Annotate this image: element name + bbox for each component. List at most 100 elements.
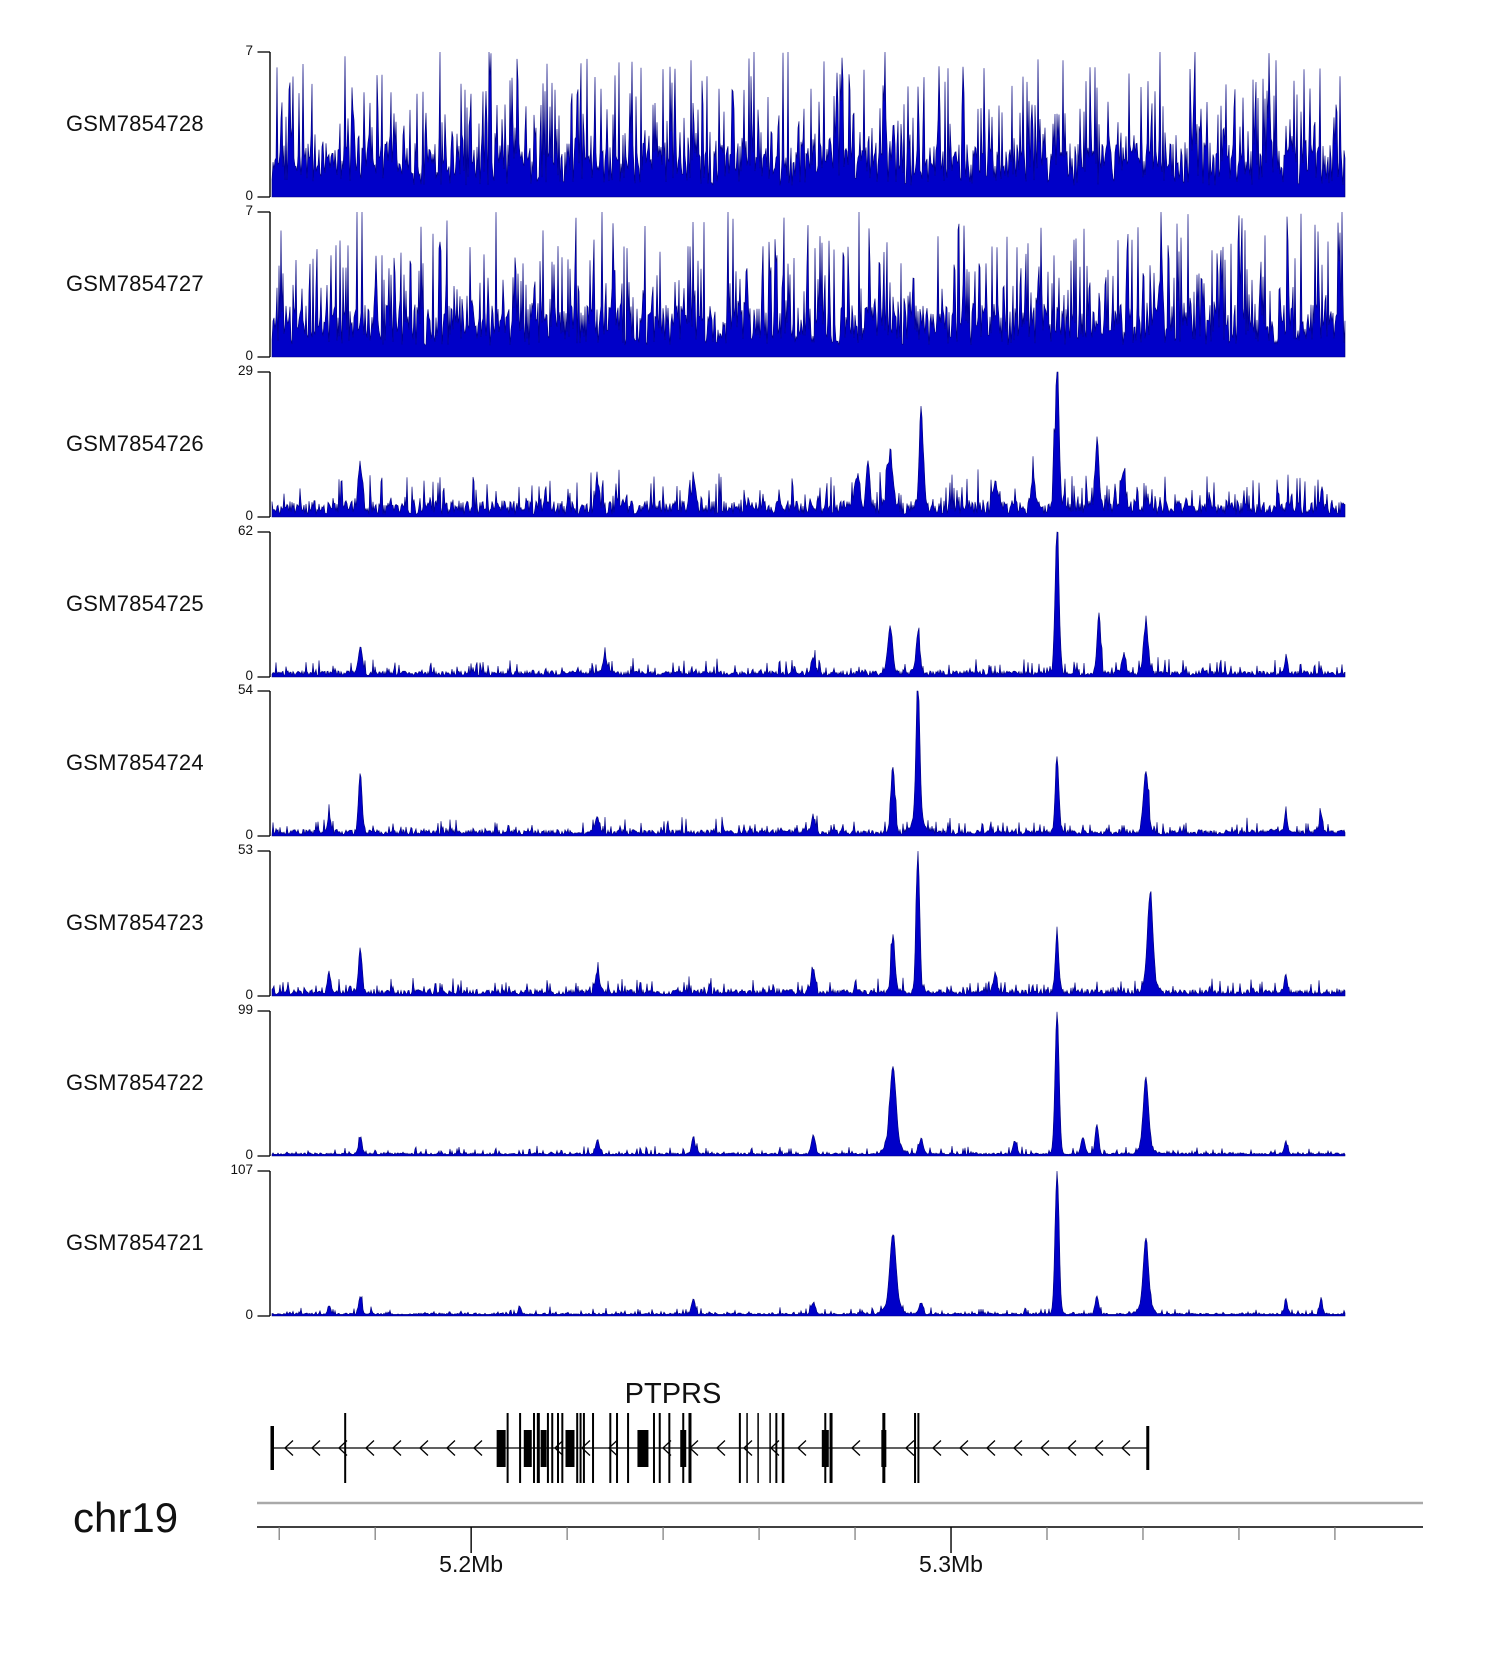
signal-track-GSM7854727 xyxy=(257,211,1346,358)
strand-arrow-left-icon xyxy=(311,1440,321,1456)
strand-arrow-left-icon xyxy=(1067,1440,1077,1456)
y-axis-max-label: 29 xyxy=(237,363,253,378)
chromosome-ruler xyxy=(257,1501,1423,1553)
ruler-tick-label: 5.2Mb xyxy=(439,1551,504,1577)
track-label: GSM7854726 xyxy=(66,430,204,456)
exon-line xyxy=(682,1413,685,1483)
strand-arrow-left-icon xyxy=(554,1440,564,1456)
strand-arrow-left-icon xyxy=(338,1440,348,1456)
strand-arrow-left-icon xyxy=(1121,1440,1131,1456)
signal-area-path xyxy=(271,211,1346,358)
signal-area-path xyxy=(271,1170,1346,1317)
track-label: GSM7854723 xyxy=(66,909,204,935)
track-label: GSM7854728 xyxy=(66,110,204,136)
exon-line xyxy=(824,1413,827,1483)
strand-arrow-left-icon xyxy=(797,1440,807,1456)
strand-arrow-left-icon xyxy=(1040,1440,1050,1456)
exon-box xyxy=(637,1430,649,1467)
exon-line xyxy=(519,1413,522,1483)
exon-line xyxy=(506,1413,509,1483)
strand-arrow-left-icon xyxy=(419,1440,429,1456)
y-axis-zero-label: 0 xyxy=(245,987,253,1002)
y-axis-max-label: 53 xyxy=(237,842,253,857)
strand-arrow-left-icon xyxy=(770,1440,780,1456)
signal-area-path xyxy=(271,531,1346,678)
signal-area-path xyxy=(271,1011,1346,1157)
signal-track-GSM7854721 xyxy=(257,1170,1346,1317)
exon-line xyxy=(775,1413,778,1483)
exon-line xyxy=(609,1413,612,1483)
y-axis-zero-label: 0 xyxy=(245,508,253,523)
signal-track-GSM7854725 xyxy=(257,531,1346,678)
y-axis-zero-label: 0 xyxy=(245,1307,253,1322)
exon-line xyxy=(627,1413,630,1483)
signal-area-path xyxy=(271,850,1346,997)
exon-line xyxy=(746,1413,748,1483)
y-axis-zero-label: 0 xyxy=(245,668,253,683)
chromosome-label: chr19 xyxy=(73,1494,179,1541)
exon-line xyxy=(914,1413,917,1483)
track-label: GSM7854722 xyxy=(66,1069,204,1095)
track-label: GSM7854727 xyxy=(66,270,204,296)
exon-line xyxy=(579,1413,582,1483)
y-axis-zero-label: 0 xyxy=(245,348,253,363)
strand-arrow-left-icon xyxy=(608,1440,618,1456)
signal-track-GSM7854726 xyxy=(257,371,1346,518)
strand-arrow-left-icon xyxy=(689,1440,699,1456)
y-axis-zero-label: 0 xyxy=(245,188,253,203)
exon-line xyxy=(536,1413,540,1483)
ruler-tick-label: 5.3Mb xyxy=(919,1551,983,1577)
strand-arrow-left-icon xyxy=(446,1440,456,1456)
strand-arrow-left-icon xyxy=(581,1440,591,1456)
exon-line xyxy=(592,1413,595,1483)
gene-name-label: PTPRS xyxy=(624,1378,722,1410)
track-label: GSM7854724 xyxy=(66,749,204,775)
exon-line xyxy=(757,1413,759,1483)
strand-arrow-left-icon xyxy=(905,1440,915,1456)
exon-line xyxy=(533,1413,536,1483)
y-axis-zero-label: 0 xyxy=(245,1147,253,1162)
exon-line xyxy=(668,1413,671,1483)
strand-arrow-left-icon xyxy=(365,1440,375,1456)
exon-line xyxy=(738,1413,741,1483)
track-label: GSM7854725 xyxy=(66,590,204,616)
signal-track-GSM7854728 xyxy=(257,51,1346,198)
strand-arrow-left-icon xyxy=(743,1440,753,1456)
exon-line xyxy=(917,1413,920,1483)
exon-line xyxy=(829,1413,833,1483)
strand-arrow-left-icon xyxy=(986,1440,996,1456)
strand-arrow-left-icon xyxy=(959,1440,969,1456)
track-label: GSM7854721 xyxy=(66,1229,204,1255)
y-axis-max-label: 107 xyxy=(230,1162,253,1177)
exon-box xyxy=(523,1430,532,1467)
y-axis-max-label: 7 xyxy=(245,43,253,58)
strand-arrow-left-icon xyxy=(716,1440,726,1456)
gene-start-bar xyxy=(270,1426,274,1470)
exon-line xyxy=(344,1413,347,1483)
exon-line xyxy=(781,1413,785,1483)
strand-arrow-left-icon xyxy=(473,1440,483,1456)
exon-line xyxy=(882,1413,886,1483)
strand-arrow-left-icon xyxy=(1094,1440,1104,1456)
y-axis-max-label: 7 xyxy=(245,203,253,218)
gene-end-bar xyxy=(1146,1426,1150,1470)
y-axis-zero-label: 0 xyxy=(245,827,253,842)
exon-line xyxy=(582,1413,585,1483)
exon-box xyxy=(496,1430,506,1467)
y-axis-max-label: 62 xyxy=(237,523,253,538)
exon-line xyxy=(551,1413,554,1483)
exon-box xyxy=(540,1430,547,1467)
gene-model-PTPRS xyxy=(270,1413,1150,1483)
exon-line xyxy=(658,1413,661,1483)
strand-arrow-left-icon xyxy=(932,1440,942,1456)
exon-line xyxy=(576,1413,579,1483)
strand-arrow-left-icon xyxy=(284,1440,294,1456)
exon-line xyxy=(616,1413,619,1483)
signal-track-GSM7854722 xyxy=(257,1010,1346,1157)
strand-arrow-left-icon xyxy=(662,1440,672,1456)
strand-arrow-left-icon xyxy=(1013,1440,1023,1456)
y-axis-max-label: 99 xyxy=(237,1002,253,1017)
exon-line xyxy=(546,1413,549,1483)
